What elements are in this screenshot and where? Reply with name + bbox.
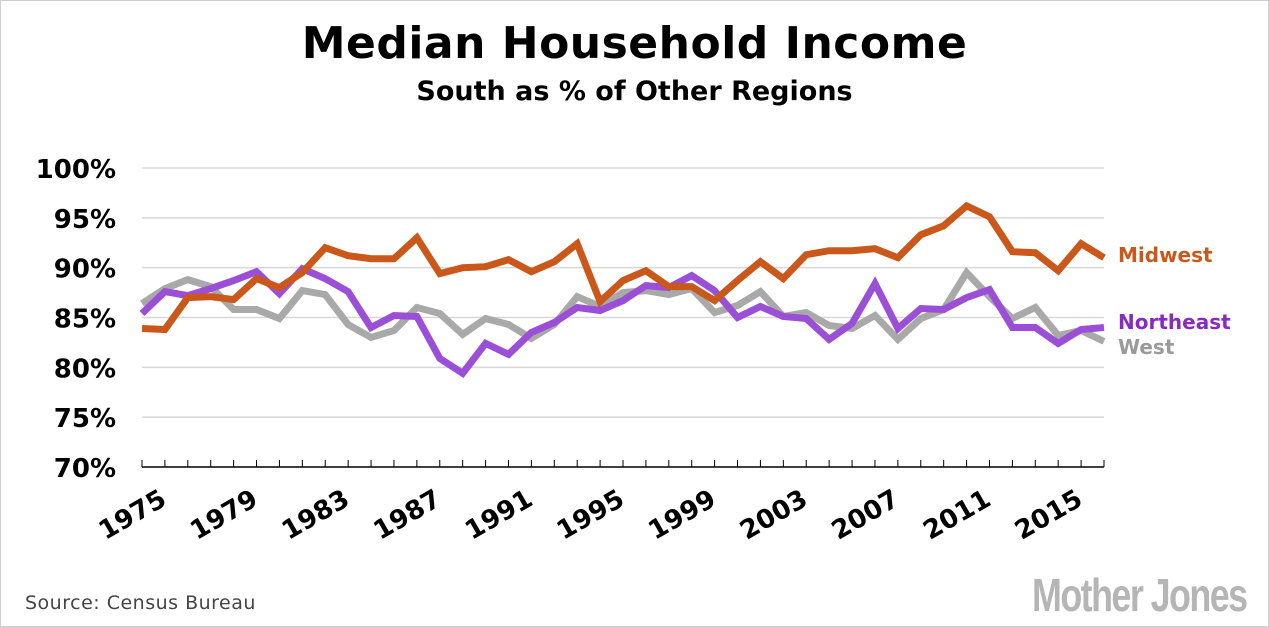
legend-northeast: Northeast (1118, 310, 1231, 334)
gridlines (142, 167, 1104, 418)
y-tick-label: 85% (54, 305, 116, 335)
y-tick-label: 95% (54, 205, 116, 235)
y-tick-label: 70% (54, 454, 116, 484)
x-tick-label: 2011 (918, 484, 996, 546)
y-axis-ticks: 70% 75% 80% 85% 90% 95% 100% (36, 155, 116, 484)
x-tick-label: 1983 (277, 484, 355, 546)
mother-jones-logo: Mother Jones (1032, 569, 1248, 621)
series-line-midwest (141, 201, 1106, 334)
x-tick-label: 1995 (552, 484, 630, 546)
x-axis: 1975 1979 1983 1987 1991 1995 1999 2003 2007 2011… (94, 460, 1105, 546)
x-tick-label: 1991 (460, 484, 538, 546)
y-tick-label: 100% (36, 155, 116, 185)
y-tick-label: 90% (54, 255, 116, 285)
x-tick-label: 2015 (1010, 484, 1088, 546)
x-tick-label: 2007 (827, 484, 905, 546)
chart-subtitle: South as % of Other Regions (416, 76, 853, 107)
source-note: Source: Census Bureau (25, 592, 256, 614)
x-tick-label: 1975 (94, 484, 172, 546)
chart-title: Median Household Income (301, 18, 968, 69)
x-tick-label: 1987 (369, 484, 447, 546)
x-tick-label: 1979 (185, 484, 263, 546)
series-lines (139, 201, 1106, 379)
y-tick-label: 80% (54, 354, 116, 384)
legend: Midwest Northeast West (1118, 243, 1231, 359)
y-tick-label: 75% (54, 404, 116, 434)
legend-west: West (1118, 335, 1175, 359)
x-tick-label: 1999 (644, 484, 722, 546)
legend-midwest: Midwest (1118, 243, 1213, 267)
x-tick-label: 2003 (735, 484, 813, 546)
